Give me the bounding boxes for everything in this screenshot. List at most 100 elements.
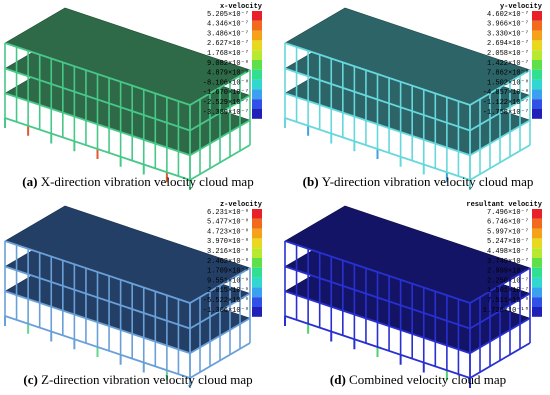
legend-title: z-velocity [220, 201, 263, 209]
legend-label: -3.389×10⁻⁷ [203, 109, 249, 117]
legend-label: 1.422×10⁻⁷ [487, 60, 529, 68]
colorbar-band [252, 109, 262, 119]
caption-text: X-direction vibration velocity cloud map [41, 174, 254, 189]
colorbar-band [252, 79, 262, 90]
colorbar-band [252, 238, 262, 249]
legend-label: 9.551×10⁻⁹ [207, 277, 249, 285]
building-model [284, 205, 531, 388]
colorbar-band [252, 277, 262, 288]
colorbar-band [252, 50, 262, 60]
legend-label: 4.602×10⁻⁷ [487, 11, 529, 19]
beam [284, 315, 531, 379]
colorbar-band [532, 287, 542, 298]
caption-text: Z-direction vibration velocity cloud map [41, 372, 253, 387]
legend-label: 2.462×10⁻⁸ [207, 258, 249, 266]
caption: (a) X-direction vibration velocity cloud… [22, 174, 253, 189]
colorbar-band [252, 307, 262, 317]
legend-label: -8.106×10⁻⁸ [203, 79, 249, 87]
caption-label: (a) [22, 174, 37, 189]
colorbar-band [532, 79, 542, 90]
colorbar-band [532, 60, 542, 70]
beam [4, 240, 251, 304]
beam [284, 265, 531, 330]
building-model [4, 7, 251, 190]
colorbar-band [252, 258, 262, 268]
legend-label: -1.122×10⁻⁷ [483, 99, 529, 107]
colorbar-band [532, 238, 542, 249]
colorbar-band [252, 287, 262, 298]
beam [4, 92, 251, 157]
colorbar-band [532, 258, 542, 268]
colorbar-band [532, 99, 542, 109]
beam [4, 265, 251, 330]
colorbar-band [252, 267, 262, 278]
colorbar-band [252, 218, 262, 229]
legend-label: -1.758×10⁻⁷ [483, 109, 529, 117]
legend-label: 7.496×10⁻⁷ [487, 209, 529, 217]
colorbar-band [252, 297, 262, 307]
colorbar-band [532, 307, 542, 317]
colorbar-band [532, 30, 542, 41]
colorbar-band [252, 20, 262, 31]
beam [4, 290, 251, 355]
caption-text: Y-direction vibration velocity cloud map [322, 174, 534, 189]
legend-label: 1.709×10⁻⁸ [207, 268, 249, 276]
legend-label: 6.231×10⁻⁸ [207, 209, 249, 217]
colorbar-band [252, 89, 262, 100]
legend-label: 4.879×10⁻⁹ [207, 70, 249, 78]
colorbar-band [532, 20, 542, 31]
legend-label: 1.501×10⁻⁷ [487, 287, 529, 295]
beam [284, 240, 531, 304]
legend-label: 5.477×10⁻⁸ [207, 219, 249, 227]
building-model [284, 7, 531, 190]
colorbar-band [532, 109, 542, 119]
legend-label: 3.970×10⁻⁸ [207, 238, 249, 246]
colorbar-band [532, 11, 542, 21]
legend-label: 3.486×10⁻⁷ [207, 30, 249, 38]
caption-text: Combined velocity cloud map [349, 372, 506, 387]
legend-title: x-velocity [220, 3, 263, 11]
legend-label: 1.768×10⁻⁷ [207, 50, 249, 58]
beam [284, 117, 531, 181]
legend-label: 2.015×10⁻⁹ [207, 287, 249, 295]
beam [284, 92, 531, 157]
caption: (b) Y-direction vibration velocity cloud… [303, 174, 534, 189]
legend-label: 3.330×10⁻⁷ [487, 30, 529, 38]
legend-label: 7.862×10⁻⁸ [487, 70, 529, 78]
legend-label: -5.522×10⁻⁹ [203, 297, 249, 305]
colorbar-band [252, 209, 262, 219]
beam [4, 42, 251, 106]
colorbar-band [532, 218, 542, 229]
colorbar-band [252, 30, 262, 41]
legend-label: 2.999×10⁻⁷ [487, 268, 529, 276]
beam [284, 42, 531, 106]
legend-label: 2.058×10⁻⁷ [487, 50, 529, 58]
legend-label: 4.723×10⁻⁸ [207, 228, 249, 236]
legend-label: 4.346×10⁻⁷ [207, 21, 249, 29]
colorbar-band [532, 228, 542, 239]
caption-label: (d) [330, 372, 346, 387]
caption-label: (b) [303, 174, 319, 189]
legend-label: -2.529×10⁻⁷ [203, 99, 249, 107]
beam [4, 67, 251, 132]
legend-label: 2.627×10⁻⁷ [207, 40, 249, 48]
legend-label: 5.997×10⁻⁷ [487, 228, 529, 236]
legend-label: 1.728×10⁻¹⁰ [483, 306, 529, 315]
colorbar-band [252, 99, 262, 109]
colorbar-band [252, 40, 262, 51]
colorbar-band [252, 11, 262, 21]
beam [284, 290, 531, 355]
legend-label: -1.306×10⁻⁸ [203, 307, 249, 315]
legend-label: 2.250×10⁻⁷ [487, 277, 529, 285]
legend-label: 1.502×10⁻⁸ [487, 79, 529, 87]
beam [284, 67, 531, 132]
caption: (c) Z-direction vibration velocity cloud… [23, 372, 252, 387]
legend-label: -1.670×10⁻⁷ [203, 89, 249, 97]
colorbar-band [532, 209, 542, 219]
legend-label: -4.857×10⁻⁸ [483, 89, 529, 97]
legend-label: 9.082×10⁻⁸ [207, 60, 249, 68]
